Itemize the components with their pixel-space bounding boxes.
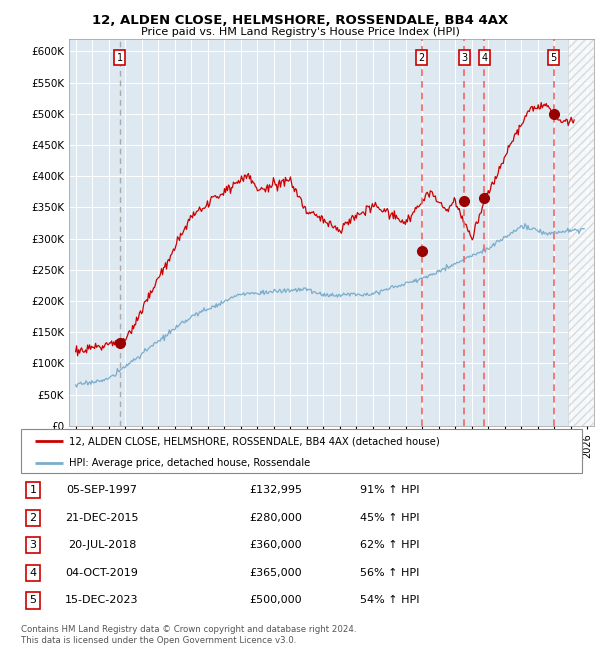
Text: 20-JUL-2018: 20-JUL-2018: [68, 540, 136, 551]
Text: 54% ↑ HPI: 54% ↑ HPI: [360, 595, 420, 605]
Text: 62% ↑ HPI: 62% ↑ HPI: [360, 540, 420, 551]
FancyBboxPatch shape: [21, 429, 582, 473]
Text: 5: 5: [29, 595, 37, 605]
Text: 1: 1: [29, 486, 37, 495]
Text: £500,000: £500,000: [250, 595, 302, 605]
Text: 56% ↑ HPI: 56% ↑ HPI: [361, 568, 419, 578]
Text: £360,000: £360,000: [250, 540, 302, 551]
Text: This data is licensed under the Open Government Licence v3.0.: This data is licensed under the Open Gov…: [21, 636, 296, 645]
Text: 91% ↑ HPI: 91% ↑ HPI: [360, 486, 420, 495]
Text: 12, ALDEN CLOSE, HELMSHORE, ROSSENDALE, BB4 4AX (detached house): 12, ALDEN CLOSE, HELMSHORE, ROSSENDALE, …: [68, 436, 439, 447]
Text: 12, ALDEN CLOSE, HELMSHORE, ROSSENDALE, BB4 4AX: 12, ALDEN CLOSE, HELMSHORE, ROSSENDALE, …: [92, 14, 508, 27]
Text: Contains HM Land Registry data © Crown copyright and database right 2024.: Contains HM Land Registry data © Crown c…: [21, 625, 356, 634]
Text: 15-DEC-2023: 15-DEC-2023: [65, 595, 139, 605]
Text: 04-OCT-2019: 04-OCT-2019: [65, 568, 139, 578]
Text: £132,995: £132,995: [250, 486, 302, 495]
Text: 4: 4: [481, 53, 487, 62]
Text: 45% ↑ HPI: 45% ↑ HPI: [360, 513, 420, 523]
Text: 3: 3: [29, 540, 37, 551]
Text: 2: 2: [29, 513, 37, 523]
Text: 2: 2: [419, 53, 425, 62]
Text: 5: 5: [551, 53, 557, 62]
Text: 4: 4: [29, 568, 37, 578]
Text: HPI: Average price, detached house, Rossendale: HPI: Average price, detached house, Ross…: [68, 458, 310, 469]
Text: £365,000: £365,000: [250, 568, 302, 578]
Text: 3: 3: [461, 53, 467, 62]
Text: £280,000: £280,000: [250, 513, 302, 523]
Text: 21-DEC-2015: 21-DEC-2015: [65, 513, 139, 523]
Text: 1: 1: [116, 53, 123, 62]
Text: 05-SEP-1997: 05-SEP-1997: [67, 486, 137, 495]
Text: Price paid vs. HM Land Registry's House Price Index (HPI): Price paid vs. HM Land Registry's House …: [140, 27, 460, 37]
